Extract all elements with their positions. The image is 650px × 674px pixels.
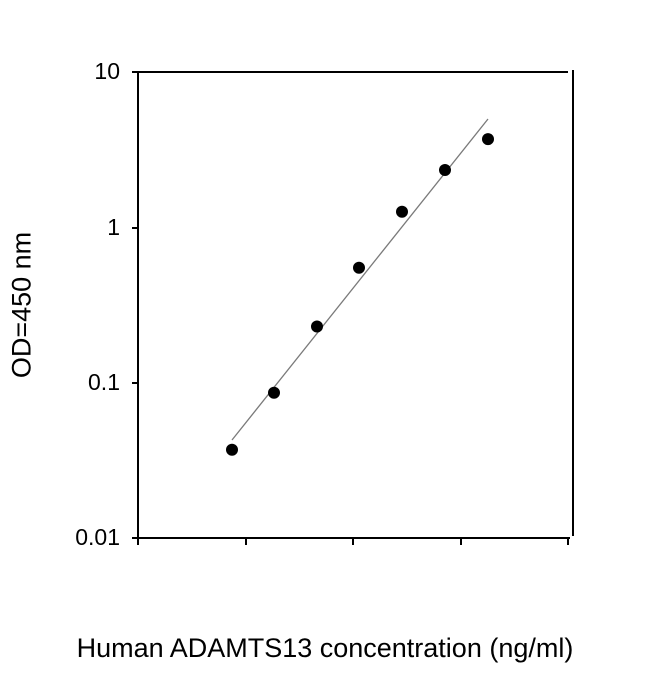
data-points <box>226 133 494 456</box>
y-axis-title: OD=450 nm <box>6 231 37 379</box>
data-point <box>311 320 323 333</box>
plot-frame <box>133 70 574 540</box>
data-point <box>439 164 451 176</box>
data-point <box>268 386 280 399</box>
ytick-label-0.1: 0.1 <box>88 369 120 395</box>
data-point <box>226 443 238 456</box>
x-ticks <box>137 538 569 545</box>
data-point <box>482 133 494 146</box>
ytick-label-0.01: 0.01 <box>75 524 120 550</box>
data-point <box>396 205 408 218</box>
ytick-label-10: 10 <box>94 58 120 84</box>
ytick-label-1: 1 <box>107 214 120 240</box>
data-point <box>353 261 365 274</box>
x-axis-title: Human ADAMTS13 concentration (ng/ml) <box>76 633 574 663</box>
